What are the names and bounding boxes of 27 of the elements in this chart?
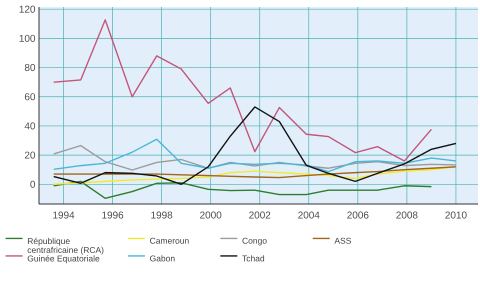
y-tick-label: 0: [30, 180, 36, 188]
line-series: [53, 144, 457, 171]
legend-label: Gabon: [150, 255, 175, 262]
y-tick-label: 80: [24, 64, 36, 72]
y-tick-label: 60: [24, 93, 36, 100]
x-tick-label: 1994: [53, 212, 74, 219]
x-tick-label: 2002: [249, 212, 270, 219]
x-tick-label: 2008: [396, 212, 418, 219]
line-series: [53, 106, 457, 185]
legend-label: Cameroun: [150, 238, 189, 244]
legend-label: Congo: [242, 238, 267, 246]
legend-label: Guinée Equatoriale: [28, 255, 100, 264]
x-tick-label: 2006: [347, 212, 368, 219]
line-series: [53, 19, 432, 162]
x-tick-label: 1996: [102, 212, 124, 219]
line-series: [53, 138, 457, 172]
legend-label: Tchad: [242, 255, 264, 262]
y-tick-label: 100: [20, 34, 36, 42]
x-tick-label: 2000: [200, 212, 222, 219]
x-tick-label: 2010: [445, 212, 467, 219]
y-tick-label: 120: [20, 6, 36, 13]
y-tick-label: 20: [24, 152, 36, 159]
x-tick-label: 1998: [151, 212, 172, 219]
legend-label: République centrafricaine (RCA): [28, 238, 104, 255]
x-tick-label: 2004: [298, 212, 320, 219]
legend-label: ASS: [334, 238, 351, 244]
y-tick-label: 40: [24, 122, 36, 130]
